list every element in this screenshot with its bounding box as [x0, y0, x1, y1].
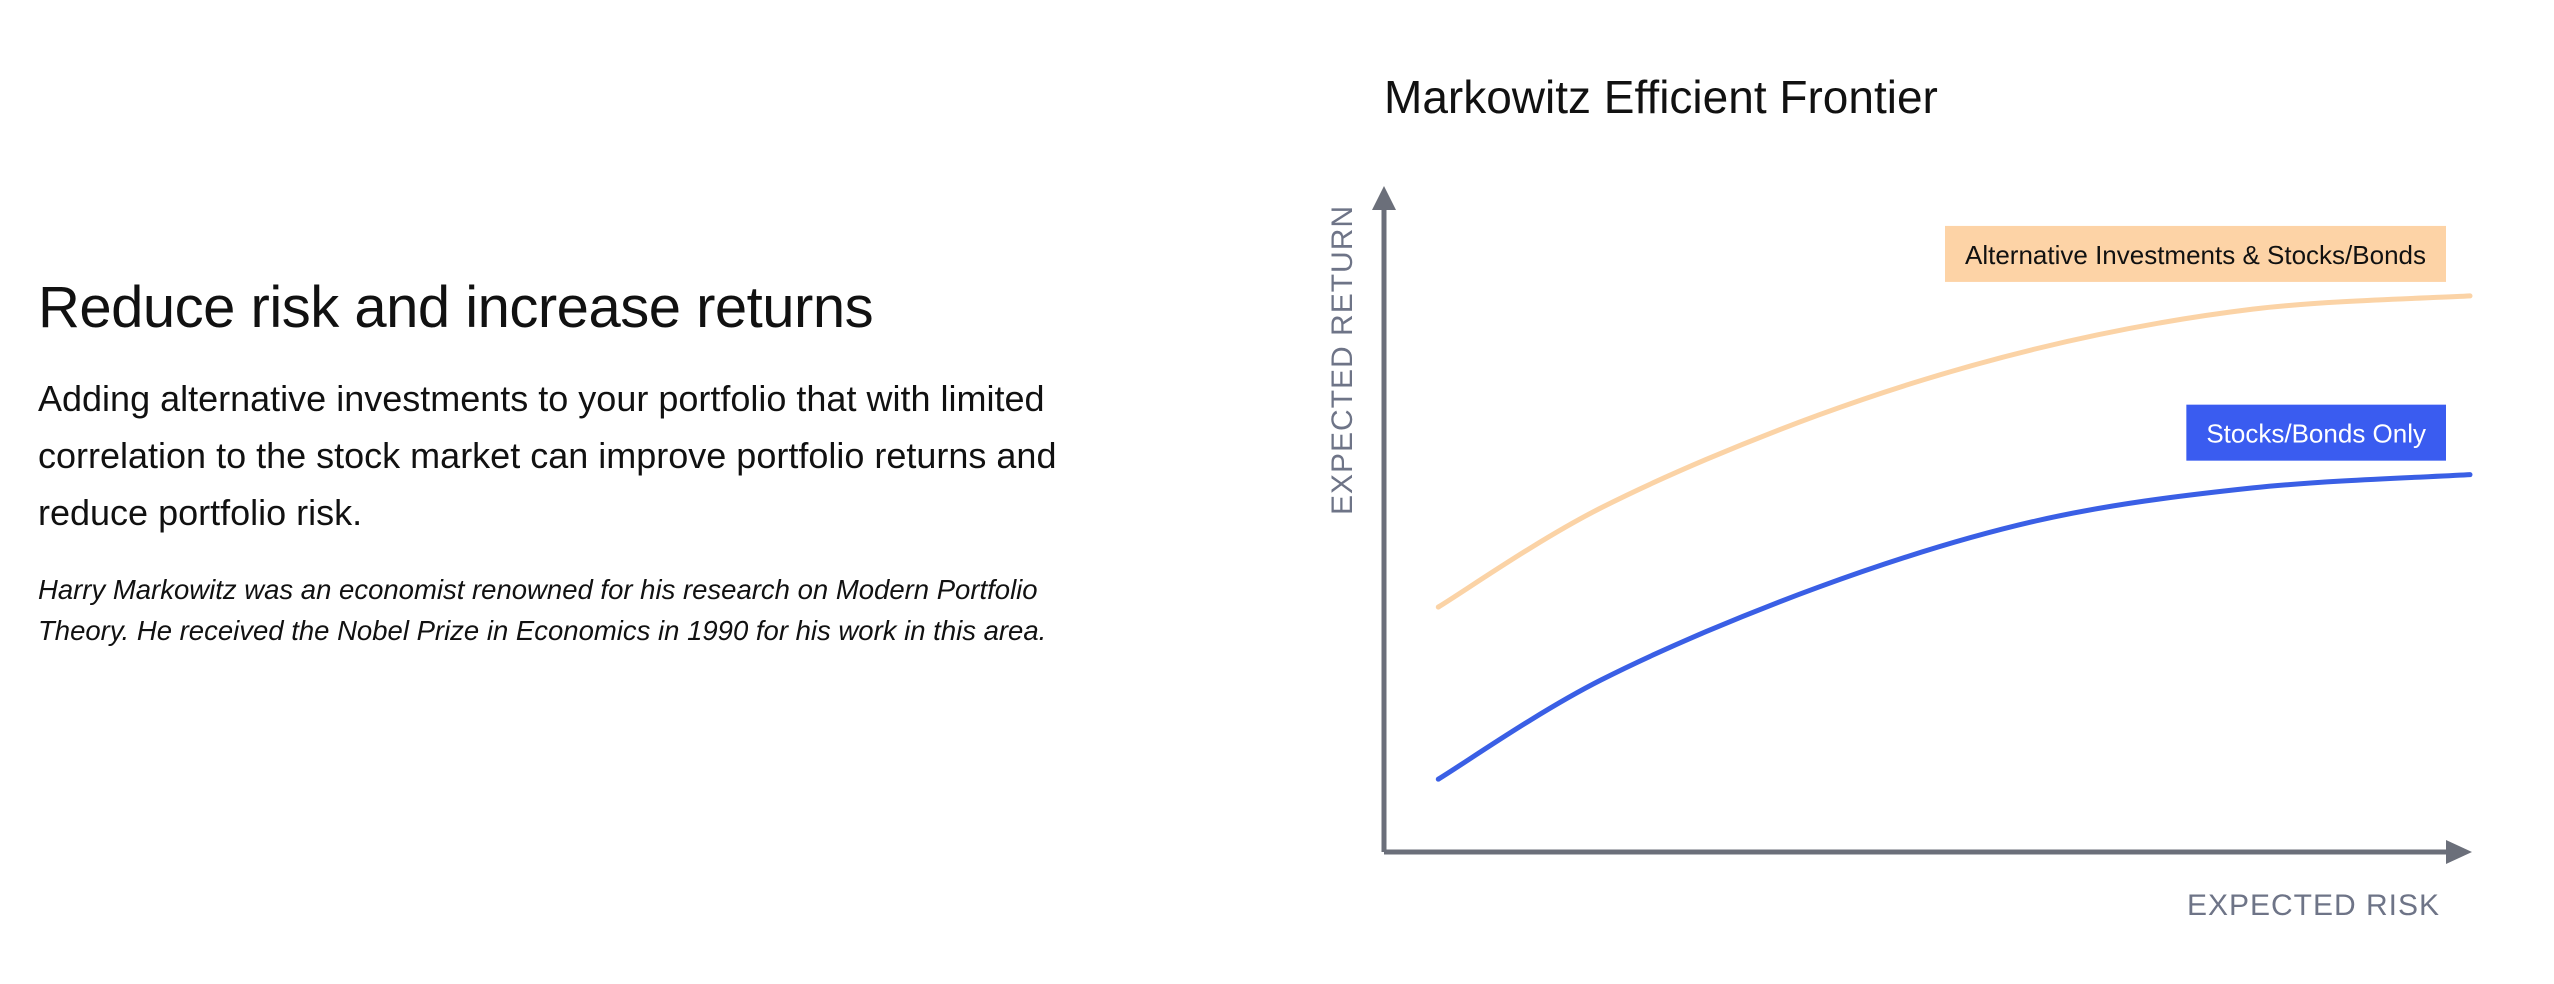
legend-label-stocks-bonds: Stocks/Bonds Only [2206, 419, 2426, 449]
y-axis-arrow-icon [1372, 186, 1396, 210]
series-line-stocks-bonds [1435, 472, 2473, 782]
legend-label-alternatives: Alternative Investments & Stocks/Bonds [1965, 240, 2426, 270]
x-axis-arrow-icon [2446, 840, 2472, 864]
series-line-alternatives [1435, 293, 2473, 610]
chart-title: Markowitz Efficient Frontier [1384, 71, 1938, 123]
intro-section: Reduce risk and increase returns Adding … [38, 268, 1058, 651]
y-axis-label: EXPECTED RETURN [1326, 205, 1359, 515]
markowitz-note: Harry Markowitz was an economist renowne… [38, 574, 1047, 646]
headline: Reduce risk and increase returns [38, 275, 874, 340]
x-axis-label: EXPECTED RISK [2187, 889, 2440, 922]
lead-paragraph: Adding alternative investments to your p… [38, 378, 1057, 533]
legend-badge-alternatives [1945, 225, 2446, 282]
legend-badge-stocks-bonds [2186, 404, 2446, 461]
